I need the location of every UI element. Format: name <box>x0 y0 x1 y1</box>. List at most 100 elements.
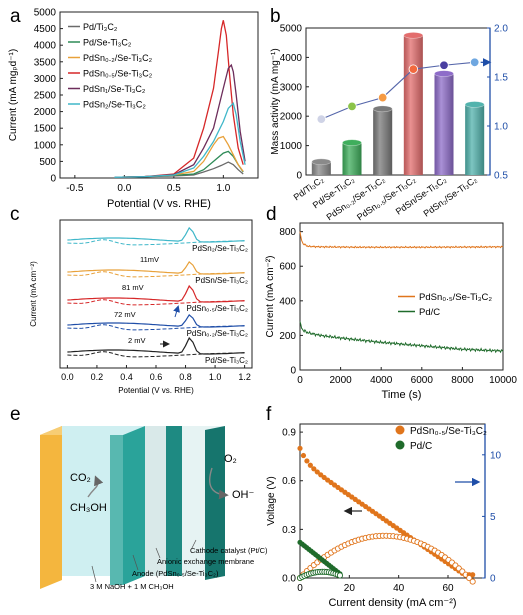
catalyst-label: Cathode catalyst (Pt/C) <box>190 546 268 555</box>
x-axis-label: Potential (V vs. RHE) <box>107 198 211 210</box>
y-tick-label: 3500 <box>34 57 57 68</box>
cv-forward-curve <box>67 260 245 275</box>
anode-catalyst-front <box>110 435 123 585</box>
panel-c-chart: 0.0 0.2 0.4 0.6 0.8 1.0 1.2 Potential (V vs. RH… <box>29 219 253 395</box>
panel-label-a: a <box>10 6 21 27</box>
y-tick-label: 1000 <box>34 140 57 151</box>
panel-label-b: b <box>270 6 281 27</box>
y-tick-label: 0.0 <box>282 574 296 585</box>
legend-label: Pd/C <box>419 307 440 318</box>
y2-tick-label: 1.5 <box>494 73 508 84</box>
ratio-point <box>469 57 480 68</box>
membrane-leader <box>155 547 161 559</box>
curve-label: PdSn/Se-Ti₃C₂ <box>195 276 248 285</box>
bar-shading <box>342 142 362 175</box>
panel-label-f: f <box>266 404 272 425</box>
o2-label: O₂ <box>224 453 237 465</box>
y-tick-label: 0.6 <box>282 476 296 487</box>
y2-tick-label: 10 <box>490 450 502 461</box>
legend-label: PdSn₀.₅/Se-Ti₃C₂ <box>410 426 487 437</box>
bar-top <box>342 139 362 146</box>
x-tick-label: 0.4 <box>120 372 133 382</box>
plot-frame <box>305 27 491 176</box>
y-tick-label: 200 <box>279 331 296 342</box>
co2-label: CO₂ <box>70 472 91 484</box>
legend-label: PdSn₀.₂/Se-Ti₃C₂ <box>83 53 153 63</box>
polarization-point <box>297 445 303 451</box>
y2-tick-label: 0 <box>490 574 496 585</box>
x-tick-label: 0.0 <box>61 372 74 382</box>
series-line <box>114 135 244 178</box>
x-tick-label: 8000 <box>451 375 474 386</box>
ratio-point <box>377 92 388 103</box>
y-tick-label: 2500 <box>34 91 57 102</box>
bar-top <box>464 101 485 108</box>
panel-label-c: c <box>10 204 20 225</box>
bar-shading <box>311 161 331 175</box>
polarization-point <box>304 458 310 464</box>
fuel-label: 3 M NaOH + 1 M CH₃OH <box>90 582 174 591</box>
x-tick-label: 60 <box>442 583 454 594</box>
ch3oh-label: CH₃OH <box>70 502 107 514</box>
curve-label: PdSn₀.₅/Se-Ti₃C₂ <box>186 304 248 313</box>
y-tick-label: 5000 <box>34 8 57 19</box>
panel-a-chart: 0 500 1000 1500 2000 2500 3000 3500 4000 4500 5000… <box>8 8 259 210</box>
power-point <box>466 575 473 582</box>
membrane <box>145 426 166 576</box>
polarization-point <box>470 572 476 578</box>
y-tick-label: 800 <box>279 227 296 238</box>
y-axis-label: Current (mA mgₚd⁻¹) <box>8 49 19 141</box>
panel-e-schematic: CO₂ CH₃OH O₂ OH⁻ Cathode catalyst (Pt/C)… <box>40 426 268 591</box>
x-tick-label: 1.2 <box>238 372 251 382</box>
y-axis-label: Mass activity (mA mg⁻¹) <box>270 48 281 154</box>
x-tick-label: 10000 <box>489 375 517 386</box>
x-tick-label: 0.5 <box>167 183 181 194</box>
panel-label-d: d <box>266 204 277 225</box>
cv-forward-curve <box>67 336 245 355</box>
y-tick-label: 4000 <box>280 53 303 64</box>
series-line <box>299 231 504 249</box>
y-tick-label: 2000 <box>280 112 303 123</box>
bar-shading <box>403 35 423 175</box>
x-tick-label: 0.6 <box>150 372 163 382</box>
y2-tick-label: 5 <box>490 512 496 523</box>
power-point <box>469 578 476 585</box>
x-tick-label: 6000 <box>411 375 434 386</box>
x-tick-label: 20 <box>344 583 356 594</box>
shift-arrow <box>173 305 180 318</box>
y-tick-label: 3000 <box>34 74 57 85</box>
y-tick-label: 5000 <box>280 24 303 35</box>
legend-label: Pd/Ti₃C₂ <box>83 22 118 32</box>
x-axis-label: Potential (V vs. RHE) <box>118 386 194 395</box>
y-tick-label: 2000 <box>34 107 57 118</box>
bar-shading <box>434 73 454 175</box>
bar-top <box>372 105 393 113</box>
shift-annotation: 72 mV <box>114 310 136 319</box>
y-tick-label: 0.9 <box>282 428 296 439</box>
legend-marker <box>395 425 405 435</box>
anode-catalyst-layer <box>123 426 145 585</box>
ratio-point <box>316 114 327 124</box>
x-tick-label: 0.0 <box>117 183 131 194</box>
ratio-point <box>408 64 419 74</box>
x-axis-label: Current density (mA cm⁻²) <box>328 597 456 609</box>
bar-shading <box>465 104 485 175</box>
curve-label: Pd/Se-Ti₃C₂ <box>205 356 248 365</box>
y-axis-label: Current (mA cm⁻²) <box>29 261 38 327</box>
x-tick-label: -0.5 <box>66 183 84 194</box>
curve-label: PdSn₀.₂/Se-Ti₃C₂ <box>187 329 248 338</box>
x-tick-label: 1.0 <box>216 183 230 194</box>
y-tick-label: 600 <box>279 262 296 273</box>
x-tick-label: 0 <box>297 583 303 594</box>
bar-top <box>434 70 454 77</box>
y-tick-label: 4500 <box>34 24 57 35</box>
curve-label: PdSn₂/Se-Ti₃C₂ <box>192 244 248 253</box>
cathode-plate <box>205 426 225 580</box>
polarization-point <box>300 452 307 459</box>
polarization-point <box>307 462 313 468</box>
category-label: PdSn₂/Se-Ti₃C₂ <box>422 174 480 219</box>
y-tick-label: 0.3 <box>282 525 296 536</box>
cv-forward-curve <box>67 284 245 303</box>
